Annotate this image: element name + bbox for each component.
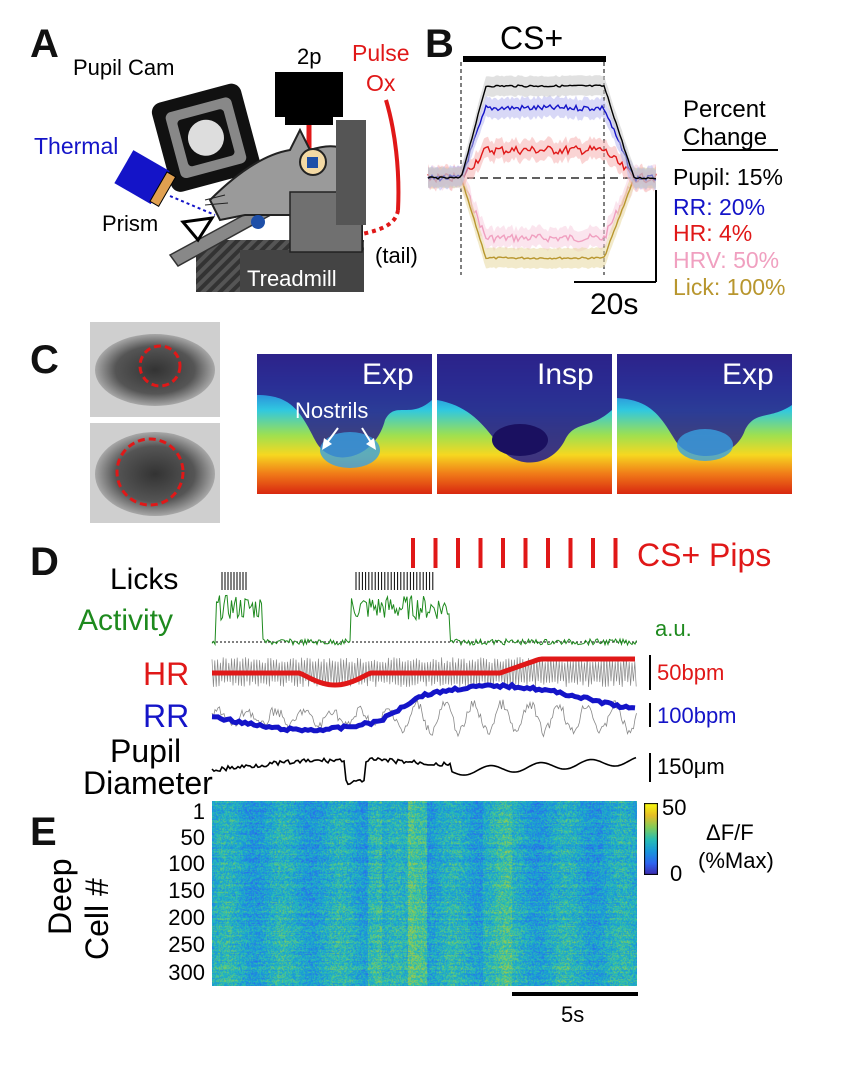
tail-label: (tail) xyxy=(375,243,418,268)
cbar-min-label: 0 xyxy=(670,861,683,886)
pupil-trace xyxy=(427,84,657,180)
thermal-frame-insp xyxy=(437,354,612,494)
rr-trace-band xyxy=(428,95,656,191)
y-tick-label: 250 xyxy=(168,932,205,957)
pupil-trace xyxy=(211,756,637,786)
hr-label: HR xyxy=(143,656,190,692)
diameter-label: Diameter xyxy=(83,765,213,801)
panel-letter-e: E xyxy=(30,810,57,854)
thermal-frame-exp-2 xyxy=(617,354,792,494)
legend-pupil: Pupil: 15% xyxy=(673,164,783,190)
mouse-illustration xyxy=(204,120,366,253)
thermal-camera-icon xyxy=(114,150,177,208)
thermal-label-insp: Insp xyxy=(537,358,594,391)
pupil-cam-label: Pupil Cam xyxy=(73,55,175,80)
pulse-label: Pulse xyxy=(352,40,410,66)
hr-scale-label: 50bpm xyxy=(657,660,725,685)
nostrils-label: Nostrils xyxy=(295,398,369,423)
hr-trace-band xyxy=(428,136,656,193)
panel-letter-a: A xyxy=(30,22,59,66)
two-photon-objective xyxy=(275,72,343,150)
thermal-label-exp-1: Exp xyxy=(362,358,414,391)
treadmill-label: Treadmill xyxy=(247,266,337,291)
panel-letter-c: C xyxy=(30,338,59,382)
y-tick-label: 150 xyxy=(168,878,205,903)
prism-label: Prism xyxy=(102,211,159,236)
au-label: a.u. xyxy=(655,616,692,641)
licks-label: Licks xyxy=(110,563,179,596)
rr-label: RR xyxy=(143,698,190,734)
percent-label: Percent xyxy=(683,96,766,123)
y-tick-label: 200 xyxy=(168,905,205,930)
scale-bar-5s: 5s xyxy=(561,1002,585,1027)
y-tick-label: 1 xyxy=(192,799,205,824)
rr-scale-label: 100bpm xyxy=(657,703,737,728)
cbar-max-label: 50 xyxy=(662,795,687,820)
rr-raw-trace xyxy=(211,699,637,738)
pupil-label: Pupil xyxy=(110,733,182,769)
hrv-trace-band xyxy=(428,164,656,252)
legend-hr: HR: 4% xyxy=(673,220,753,246)
hr-smooth-trace xyxy=(212,656,635,688)
pulse-ox-cable xyxy=(384,99,401,211)
cell-activity-heatmap xyxy=(212,801,637,986)
change-label: Change xyxy=(683,124,768,151)
prism-icon xyxy=(180,216,216,243)
activity-label: Activity xyxy=(78,604,174,637)
activity-trace xyxy=(211,594,637,647)
colorbar xyxy=(644,803,658,875)
panel-letter-b: B xyxy=(425,22,454,66)
cbar-label-max: (%Max) xyxy=(698,848,774,873)
y-tick-label: 100 xyxy=(168,851,205,876)
cbar-label-dff: ΔF/F xyxy=(706,820,754,845)
cs-pips-label: CS+ Pips xyxy=(637,537,772,573)
legend-lick: Lick: 100% xyxy=(673,274,786,300)
pupil-camera-icon xyxy=(151,83,261,192)
pupil-scale-label: 150μm xyxy=(657,754,725,779)
y-tick-label: 300 xyxy=(168,960,205,985)
panel-letter-d: D xyxy=(30,540,59,584)
cs-label: CS+ xyxy=(500,20,564,56)
thermal-label-exp-2: Exp xyxy=(722,358,774,391)
scale-bar-20s: 20s xyxy=(590,288,639,321)
thermal-frame-exp-1 xyxy=(257,354,432,494)
legend-rr: RR: 20% xyxy=(673,194,766,220)
treadmill-shape xyxy=(196,240,364,292)
y-tick-label: 50 xyxy=(180,825,205,850)
thermal-label: Thermal xyxy=(34,133,119,159)
ox-label: Ox xyxy=(366,70,396,96)
rr-smooth-trace xyxy=(211,681,636,734)
twop-label: 2p xyxy=(297,44,322,69)
lick-trace xyxy=(427,176,657,260)
legend-hrv: HRV: 50% xyxy=(673,247,780,273)
